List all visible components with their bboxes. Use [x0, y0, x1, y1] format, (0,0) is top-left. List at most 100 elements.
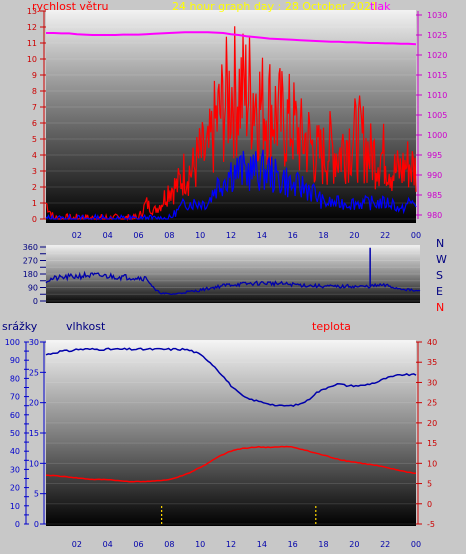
tick-label-wind-9: 9	[32, 71, 37, 80]
tick-label-wind-5: 5	[32, 135, 37, 144]
tick-label-temp-6: 25	[427, 399, 437, 408]
x-tick-label-bottom-5: 12	[226, 540, 236, 549]
tick-label-dir-4: 180	[23, 270, 38, 279]
x-tick-label-top-5: 12	[226, 231, 236, 240]
tick-label-humidity-6: 30	[10, 465, 20, 474]
x-tick-label-bottom-11: 00	[411, 540, 421, 549]
tick-label-rain-1: 5	[34, 490, 39, 499]
x-tick-label-bottom-4: 10	[195, 540, 205, 549]
x-tick-label-bottom-9: 20	[349, 540, 359, 549]
tick-label-rain-4: 20	[29, 399, 39, 408]
tick-label-temp-1: 0	[427, 500, 432, 509]
pressure-label: tlak	[370, 0, 391, 13]
tick-label-wind-6: 6	[32, 119, 37, 128]
tick-label-rain-2: 10	[29, 459, 39, 468]
tick-label-wind-8: 8	[32, 87, 37, 96]
x-tick-label-bottom-8: 18	[318, 540, 328, 549]
tick-label-temp-3: 10	[427, 459, 437, 468]
tick-label-wind-7: 7	[32, 103, 37, 112]
series-wind-average	[45, 149, 417, 221]
tick-label-pressure-3: 995	[427, 151, 442, 160]
wind-speed-label: rychlost větru	[32, 0, 108, 13]
tick-label-pressure-8: 1020	[427, 51, 447, 60]
tick-label-wind-4: 4	[32, 151, 37, 160]
x-tick-label-top-3: 08	[164, 231, 174, 240]
x-tick-label-top-8: 18	[318, 231, 328, 240]
tick-label-humidity-20: 100	[5, 338, 20, 347]
compass-label-n-top: N	[436, 237, 444, 250]
tick-label-pressure-10: 1030	[427, 11, 447, 20]
tick-label-pressure-4: 1000	[427, 131, 447, 140]
tick-label-rain-6: 30	[29, 338, 39, 347]
compass-label-n-bottom: N	[436, 301, 444, 314]
compass-label-s: S	[436, 269, 443, 282]
x-tick-label-bottom-10: 22	[380, 540, 390, 549]
tick-label-wind-10: 10	[27, 55, 37, 64]
compass-label-e: E	[436, 285, 443, 298]
tick-label-pressure-5: 1005	[427, 111, 447, 120]
x-tick-label-top-1: 04	[103, 231, 113, 240]
x-tick-label-top-7: 16	[288, 231, 298, 240]
compass-label-w: W	[436, 253, 447, 266]
x-tick-label-top-9: 20	[349, 231, 359, 240]
tick-label-wind-12: 12	[27, 23, 37, 32]
tick-label-dir-0: 0	[33, 297, 38, 306]
tick-label-rain-5: 25	[29, 368, 39, 377]
series-pressure	[46, 31, 417, 46]
tick-label-humidity-0: 0	[15, 520, 20, 529]
temperature-label: teplota	[312, 320, 351, 333]
humidity-temperature-plot-area	[46, 340, 416, 526]
tick-label-wind-3: 3	[32, 167, 37, 176]
humidity-label: vlhkost	[66, 320, 106, 333]
x-tick-label-top-0: 02	[72, 231, 82, 240]
tick-label-temp-7: 30	[427, 378, 437, 387]
x-tick-label-bottom-3: 08	[164, 540, 174, 549]
tick-label-wind-11: 11	[27, 39, 37, 48]
series-temperature	[45, 445, 416, 483]
chart-title: 24 hour graph day : 28 October 2021	[172, 0, 378, 13]
tick-label-pressure-6: 1010	[427, 91, 447, 100]
tick-label-wind-2: 2	[32, 183, 37, 192]
x-tick-label-bottom-1: 04	[103, 540, 113, 549]
tick-label-wind-13: 13	[27, 7, 37, 16]
series-humidity	[45, 347, 417, 408]
tick-label-pressure-0: 980	[427, 211, 442, 220]
x-tick-label-top-10: 22	[380, 231, 390, 240]
tick-label-humidity-14: 70	[10, 393, 20, 402]
tick-label-humidity-16: 80	[10, 374, 20, 383]
tick-label-humidity-18: 90	[10, 356, 20, 365]
tick-label-temp-5: 20	[427, 419, 437, 428]
x-tick-label-bottom-6: 14	[257, 540, 267, 549]
series-wind-direction	[45, 270, 421, 296]
x-tick-label-top-11: 00	[411, 231, 421, 240]
tick-label-humidity-4: 20	[10, 484, 20, 493]
x-tick-label-top-6: 14	[257, 231, 267, 240]
tick-label-pressure-2: 990	[427, 171, 442, 180]
tick-label-temp-9: 40	[427, 338, 437, 347]
tick-label-pressure-7: 1015	[427, 71, 447, 80]
tick-label-wind-0: 0	[32, 215, 37, 224]
x-tick-label-top-2: 06	[133, 231, 143, 240]
tick-label-temp-8: 35	[427, 358, 437, 367]
tick-label-humidity-12: 60	[10, 411, 20, 420]
rain-label: srážky	[2, 320, 38, 333]
tick-label-rain-3: 15	[29, 429, 39, 438]
x-tick-label-top-4: 10	[195, 231, 205, 240]
tick-label-pressure-9: 1025	[427, 31, 447, 40]
tick-label-pressure-1: 985	[427, 191, 442, 200]
tick-label-temp-2: 5	[427, 480, 432, 489]
tick-label-wind-1: 1	[32, 199, 37, 208]
x-tick-label-bottom-2: 06	[133, 540, 143, 549]
tick-label-temp-0: -5	[427, 520, 435, 529]
tick-label-dir-2: 90	[28, 284, 38, 293]
tick-label-temp-4: 15	[427, 439, 437, 448]
tick-label-rain-0: 0	[34, 520, 39, 529]
tick-label-humidity-8: 40	[10, 447, 20, 456]
x-tick-label-bottom-7: 16	[288, 540, 298, 549]
x-tick-label-bottom-0: 02	[72, 540, 82, 549]
wind-direction-plot-area	[46, 245, 420, 303]
tick-label-dir-6: 270	[23, 257, 38, 266]
tick-label-humidity-2: 10	[10, 502, 20, 511]
